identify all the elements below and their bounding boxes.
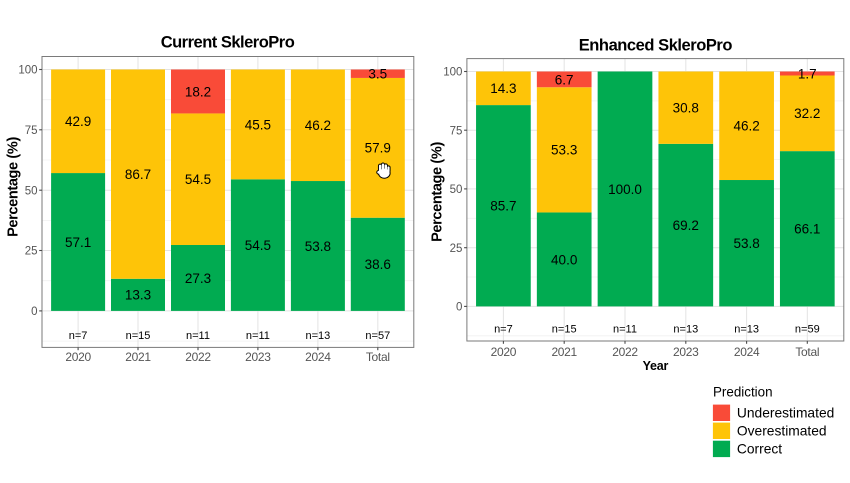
svg-text:86.7: 86.7: [125, 167, 151, 182]
svg-text:14.3: 14.3: [490, 81, 516, 96]
svg-text:54.5: 54.5: [245, 238, 271, 253]
svg-text:n=7: n=7: [494, 324, 513, 336]
svg-text:2023: 2023: [245, 350, 271, 364]
svg-text:n=15: n=15: [126, 330, 151, 342]
svg-text:6.7: 6.7: [555, 72, 574, 87]
svg-text:45.5: 45.5: [245, 117, 271, 132]
svg-text:n=13: n=13: [306, 330, 331, 342]
svg-text:2021: 2021: [125, 350, 151, 364]
svg-text:2022: 2022: [185, 350, 211, 364]
svg-text:50: 50: [25, 185, 38, 197]
svg-text:100: 100: [443, 67, 462, 79]
svg-text:53.8: 53.8: [305, 239, 331, 254]
svg-text:n=11: n=11: [246, 330, 270, 342]
svg-text:13.3: 13.3: [125, 288, 151, 303]
svg-text:Year: Year: [643, 359, 669, 373]
svg-text:53.8: 53.8: [733, 236, 759, 251]
svg-text:38.6: 38.6: [365, 257, 391, 272]
svg-text:66.1: 66.1: [794, 222, 820, 237]
svg-text:57.9: 57.9: [365, 141, 391, 156]
svg-text:Total: Total: [366, 350, 390, 364]
svg-text:Underestimated: Underestimated: [737, 405, 834, 420]
svg-text:46.2: 46.2: [733, 119, 759, 134]
svg-text:Overestimated: Overestimated: [737, 423, 827, 438]
svg-text:54.5: 54.5: [185, 172, 211, 187]
svg-text:Current SkleroPro: Current SkleroPro: [161, 34, 295, 52]
svg-text:Enhanced SkleroPro: Enhanced SkleroPro: [579, 37, 733, 55]
svg-text:n=15: n=15: [552, 324, 577, 336]
svg-text:85.7: 85.7: [490, 199, 516, 214]
svg-text:46.2: 46.2: [305, 118, 331, 133]
svg-text:0: 0: [31, 306, 37, 318]
svg-text:100.0: 100.0: [608, 182, 642, 197]
svg-text:n=57: n=57: [365, 330, 390, 342]
svg-text:2023: 2023: [673, 345, 699, 359]
svg-text:n=13: n=13: [673, 324, 698, 336]
svg-text:75: 75: [450, 125, 463, 137]
svg-text:53.3: 53.3: [551, 143, 577, 158]
svg-text:n=13: n=13: [734, 324, 759, 336]
svg-text:n=11: n=11: [186, 330, 210, 342]
svg-text:Total: Total: [795, 345, 819, 359]
svg-text:75: 75: [25, 125, 38, 137]
svg-text:100: 100: [18, 65, 37, 77]
svg-text:n=59: n=59: [795, 324, 820, 336]
svg-text:42.9: 42.9: [65, 114, 91, 129]
svg-text:n=11: n=11: [613, 324, 637, 336]
svg-text:Percentage (%): Percentage (%): [430, 142, 446, 242]
svg-text:2024: 2024: [734, 345, 760, 359]
svg-text:30.8: 30.8: [673, 101, 699, 116]
svg-text:2020: 2020: [491, 345, 517, 359]
svg-text:3.5: 3.5: [368, 67, 387, 82]
svg-text:50: 50: [450, 184, 463, 196]
svg-text:32.2: 32.2: [794, 106, 820, 121]
svg-text:25: 25: [25, 246, 38, 258]
svg-text:40.0: 40.0: [551, 252, 577, 267]
svg-text:Correct: Correct: [737, 442, 782, 457]
svg-text:2022: 2022: [612, 345, 638, 359]
svg-text:69.2: 69.2: [673, 218, 699, 233]
svg-text:Prediction: Prediction: [713, 385, 773, 400]
svg-text:2020: 2020: [65, 350, 91, 364]
svg-text:1.7: 1.7: [798, 66, 817, 81]
svg-text:2021: 2021: [551, 345, 577, 359]
svg-text:Percentage (%): Percentage (%): [6, 137, 22, 237]
svg-text:57.1: 57.1: [65, 235, 91, 250]
svg-text:2024: 2024: [305, 350, 331, 364]
svg-text:n=7: n=7: [69, 330, 88, 342]
svg-text:18.2: 18.2: [185, 84, 211, 99]
svg-text:25: 25: [450, 243, 463, 255]
svg-text:0: 0: [456, 302, 462, 314]
svg-text:27.3: 27.3: [185, 271, 211, 286]
